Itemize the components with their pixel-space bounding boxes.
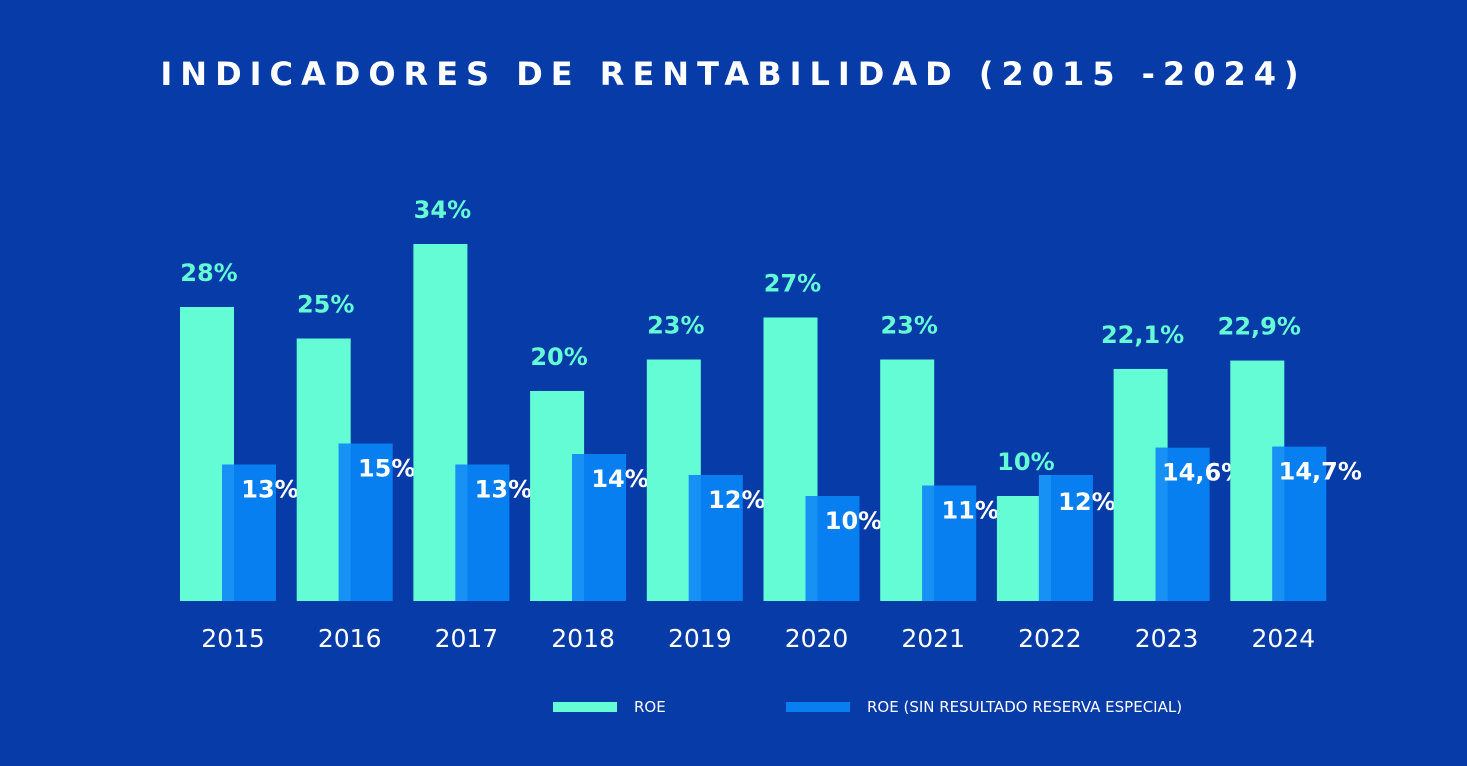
x-tick-label-2022: 2022 [1018,624,1082,653]
label-roe-sin-reserva-2020: 10% [825,507,882,535]
label-roe-2023: 22,1% [1101,321,1184,349]
bar-overlap-strip-2018 [572,454,585,601]
label-roe-sin-reserva-2021: 11% [941,497,998,525]
label-roe-sin-reserva-2024: 14,7% [1279,458,1362,486]
chart-title: INDICADORES DE RENTABILIDAD (2015 -2024) [160,55,1307,93]
bar-overlap-strip-2021 [922,485,935,601]
legend-item-roe-sin-reserva: ROE (SIN RESULTADO RESERVA ESPECIAL) [786,698,1182,716]
label-roe-sin-reserva-2022: 12% [1058,488,1115,516]
label-roe-sin-reserva-2015: 13% [241,476,298,504]
chart-legend: ROE ROE (SIN RESULTADO RESERVA ESPECIAL) [0,698,1467,722]
legend-swatch-roe-sin-reserva [786,702,850,712]
label-roe-2024: 22,9% [1218,313,1301,341]
bar-overlap-strip-2023 [1155,447,1168,601]
label-roe-2020: 27% [764,270,821,298]
x-tick-label-2016: 2016 [318,624,382,653]
label-roe-sin-reserva-2019: 12% [708,486,765,514]
legend-item-roe: ROE [553,698,666,716]
bar-overlap-strip-2016 [338,443,351,601]
label-roe-sin-reserva-2018: 14% [591,465,648,493]
bar-overlap-strip-2017 [455,464,468,601]
x-tick-label-2019: 2019 [668,624,732,653]
bar-overlap-strip-2019 [688,475,701,601]
x-tick-label-2015: 2015 [201,624,265,653]
label-roe-2019: 23% [647,312,704,340]
x-tick-label-2021: 2021 [901,624,965,653]
legend-label-roe-sin-reserva: ROE (SIN RESULTADO RESERVA ESPECIAL) [867,698,1183,716]
legend-label-roe: ROE [634,698,666,716]
label-roe-2015: 28% [180,259,237,287]
label-roe-sin-reserva-2017: 13% [475,476,532,504]
bar-overlap-strip-2015 [222,464,234,601]
x-tick-label-2017: 2017 [435,624,499,653]
label-roe-sin-reserva-2016: 15% [358,455,415,483]
bar-overlap-strip-2024 [1272,446,1285,601]
x-tick-label-2020: 2020 [785,624,849,653]
label-roe-2017: 34% [414,196,471,224]
x-tick-label-2024: 2024 [1251,624,1315,653]
label-roe-2022: 10% [997,448,1054,476]
label-roe-2021: 23% [880,312,937,340]
bar-overlap-strip-2020 [805,496,818,601]
bar-overlap-strip-2022 [1038,475,1051,601]
x-tick-label-2018: 2018 [551,624,615,653]
x-tick-label-2023: 2023 [1135,624,1199,653]
label-roe-2018: 20% [530,343,587,371]
legend-swatch-roe [553,702,617,712]
label-roe-2016: 25% [297,291,354,319]
